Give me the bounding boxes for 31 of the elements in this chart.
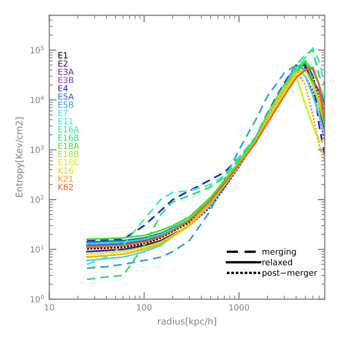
y-tick-label: 10$^{3}$ [30, 145, 44, 153]
x-tick-label: 10 [44, 304, 54, 311]
text: E7 [58, 110, 68, 116]
y-axis-title: Entropy[Kev/cm2] [15, 118, 24, 197]
text: E16B [58, 134, 79, 141]
y-tick-label: 10$^{2}$ [30, 195, 44, 203]
x-tick-label: 1000 [229, 304, 250, 311]
text: K16 [58, 167, 74, 174]
annotation: relaxed [262, 258, 292, 266]
text: K62 [58, 184, 73, 190]
text: E16A [58, 126, 80, 133]
text: E3B [58, 76, 74, 84]
annotation: merging [262, 248, 296, 256]
text: E5A [58, 93, 74, 100]
x-tick-label: 100 [137, 304, 152, 311]
text: E11 [58, 118, 73, 124]
text: E18C [58, 159, 79, 166]
text: K21 [58, 176, 73, 182]
x-axis-title: radius[kpc/h] [158, 318, 216, 326]
y-tick-label: 10$^{4}$ [30, 96, 44, 104]
y-tick-label: 10$^{5}$ [30, 46, 44, 54]
text: E1 [58, 52, 68, 58]
text: E18A [58, 142, 80, 150]
y-tick-label: 10$^{1}$ [30, 245, 44, 253]
text: E4 [58, 85, 68, 92]
text: E18B [58, 150, 79, 158]
annotation: post−merger [262, 270, 318, 278]
y-tick-label: 10$^{0}$ [30, 294, 44, 302]
text: E5B [58, 102, 74, 108]
text: E2 [58, 60, 68, 67]
text: E3A [58, 68, 74, 75]
